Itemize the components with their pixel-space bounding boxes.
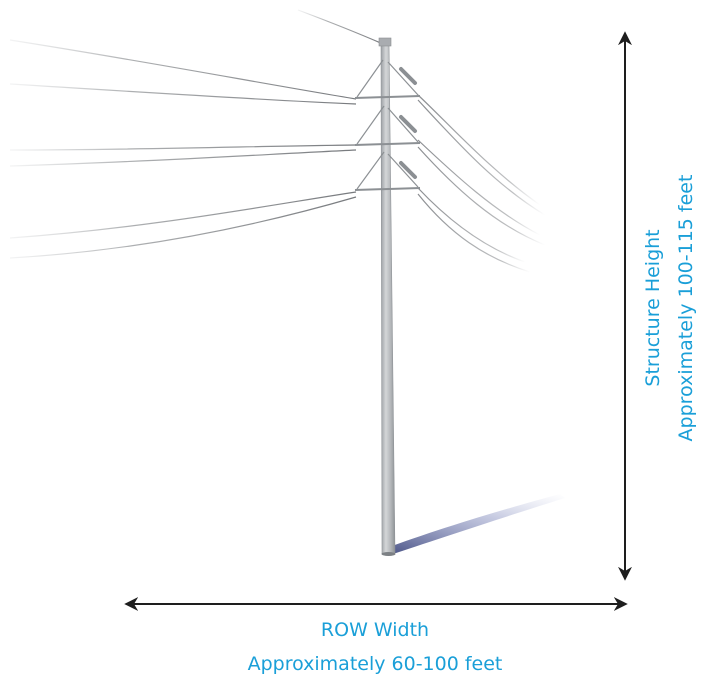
conductor-left-5	[9, 191, 357, 239]
conductor-left-6	[9, 196, 357, 259]
insulator-lower	[399, 161, 417, 179]
conductor-right-4	[417, 146, 546, 246]
pole-shadow	[384, 494, 565, 553]
width-value-label: Approximately 60-100 feet	[248, 653, 503, 675]
insulator-middle	[399, 115, 417, 133]
transmission-pole	[378, 37, 396, 556]
conductor-left-3	[9, 144, 357, 151]
conductor-right-3	[417, 139, 541, 236]
height-title-label: Structure Height	[642, 229, 664, 386]
left-conductors	[9, 9, 384, 259]
conductor-left-2	[9, 83, 357, 105]
conductor-right-2	[417, 99, 546, 216]
conductor-left-1	[9, 39, 357, 100]
height-value-label: Approximately 100-115 feet	[675, 175, 697, 442]
conductor-right-6	[417, 193, 531, 273]
right-conductors	[417, 94, 546, 273]
conductor-right-1	[417, 94, 541, 206]
conductor-left-4	[9, 149, 357, 167]
insulators	[399, 67, 417, 179]
crossarms	[354, 59, 421, 191]
shield-wire-left	[297, 9, 384, 45]
insulator-upper	[399, 67, 417, 85]
width-title-label: ROW Width	[321, 619, 429, 641]
pole-base	[381, 552, 396, 556]
conductor-right-5	[417, 187, 526, 263]
pole-shaft	[380, 43, 396, 555]
pole-cap	[378, 37, 392, 47]
